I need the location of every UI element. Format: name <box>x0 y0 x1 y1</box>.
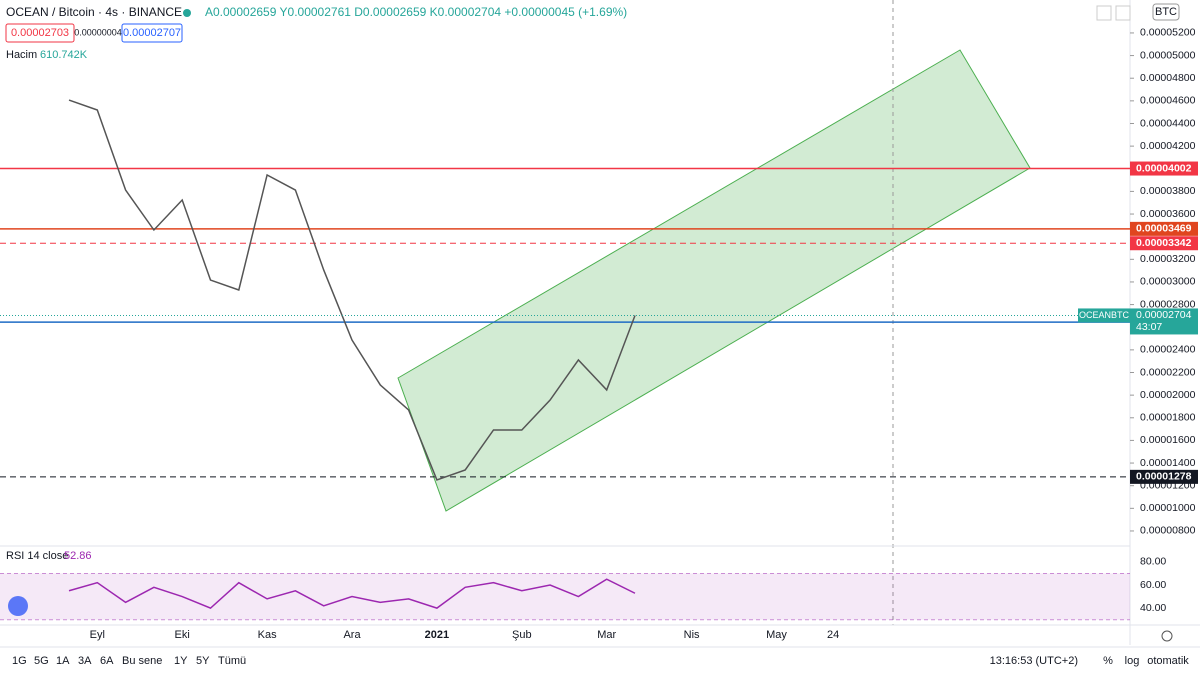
level-label-box <box>1130 161 1198 176</box>
y-tick-label: 0.00003000 <box>1140 276 1196 288</box>
level-label: 0.00003469 <box>1136 223 1192 235</box>
range-button[interactable]: 1A <box>56 655 70 667</box>
rsi-tick-label: 60.00 <box>1140 579 1166 591</box>
ask[interactable]: 0.00002707 <box>123 27 181 39</box>
y-tick-label: 0.00004200 <box>1140 140 1196 152</box>
x-tick-label: 24 <box>827 629 839 641</box>
status-dot <box>183 9 191 17</box>
level-label-box <box>1130 221 1198 236</box>
rsi-value: 52.86 <box>64 550 92 562</box>
range-button[interactable]: 3A <box>78 655 92 667</box>
bid[interactable]: 0.00002703 <box>11 27 69 39</box>
range-button[interactable]: 1Y <box>174 655 188 667</box>
rsi-band <box>0 573 1130 620</box>
clock: 13:16:53 (UTC+2) <box>990 655 1078 667</box>
scroll-button[interactable] <box>1096 5 1112 21</box>
x-tick-label: Mar <box>597 629 616 641</box>
countdown: 43:07 <box>1136 321 1162 333</box>
rsi-tick-label: 40.00 <box>1140 602 1166 614</box>
level-label-box <box>1130 469 1198 484</box>
x-tick-label: Şub <box>512 629 532 641</box>
y-tick-label: 0.00002000 <box>1140 389 1196 401</box>
currency[interactable]: BTC <box>1155 6 1177 18</box>
settings-icon[interactable] <box>1161 630 1173 642</box>
y-tick-label: 0.00001400 <box>1140 457 1196 469</box>
ohlc: A0.00002659 Y0.00002761 D0.00002659 K0.0… <box>205 5 627 19</box>
y-tick-label: 0.00003600 <box>1140 208 1196 220</box>
rsi-tick-label: 80.00 <box>1140 556 1166 568</box>
range-button[interactable]: 5G <box>34 655 49 667</box>
currency-box[interactable] <box>1152 3 1180 21</box>
logo[interactable] <box>8 596 28 616</box>
y-tick-label: 0.00002400 <box>1140 344 1196 356</box>
level-label-box <box>1130 236 1198 251</box>
y-tick-label: 0.00004600 <box>1140 95 1196 107</box>
level-label: 0.00004002 <box>1136 162 1192 174</box>
y-tick-label: 0.00002200 <box>1140 366 1196 378</box>
x-tick-label: May <box>766 629 787 641</box>
buy-box[interactable] <box>121 23 183 43</box>
sell-box[interactable] <box>5 23 75 43</box>
range-button[interactable]: 5Y <box>196 655 210 667</box>
range-button[interactable]: Tümü <box>218 655 246 667</box>
y-tick-label: 0.00005000 <box>1140 49 1196 61</box>
x-tick-label: Nis <box>684 629 700 641</box>
last-price-box <box>1130 308 1198 335</box>
auto-toggle[interactable]: otomatik <box>1147 655 1189 667</box>
price-line <box>68 99 636 481</box>
volume-value: 610.742K <box>40 49 88 61</box>
y-tick-label: 0.00003800 <box>1140 185 1196 197</box>
x-tick-label: Ara <box>343 629 361 641</box>
fullscreen-button[interactable] <box>1115 5 1131 21</box>
last-price: 0.00002704 <box>1136 309 1192 321</box>
y-tick-label: 0.00001000 <box>1140 502 1196 514</box>
x-tick-label: Eyl <box>90 629 105 641</box>
spread: 0.00000004 <box>74 27 122 37</box>
level-label: 0.00001278 <box>1136 471 1192 483</box>
range-button[interactable]: 1G <box>12 655 27 667</box>
y-tick-label: 0.00001600 <box>1140 434 1196 446</box>
level-label: 0.00003342 <box>1136 237 1192 249</box>
last-name: OCEANBTC <box>1079 310 1130 320</box>
y-tick-label: 0.00003200 <box>1140 253 1196 265</box>
x-tick-label: Kas <box>258 629 277 641</box>
percent-toggle[interactable]: % <box>1103 655 1113 667</box>
symbol[interactable]: OCEAN / Bitcoin · 4s · BINANCE <box>6 5 182 19</box>
range-button[interactable]: Bu sene <box>122 655 162 667</box>
rsi-line <box>68 578 636 609</box>
x-tick-label: 2021 <box>425 629 449 641</box>
x-tick-label: Eki <box>175 629 190 641</box>
log-toggle[interactable]: log <box>1125 655 1140 667</box>
range-buttons: 1G 5G 1A 3A 6A Bu sene 1Y 5Y Tümü <box>12 655 246 667</box>
range-button[interactable]: 6A <box>100 655 114 667</box>
last-name-box <box>1078 308 1130 323</box>
y-tick-label: 0.00005200 <box>1140 27 1196 39</box>
y-tick-label: 0.00004800 <box>1140 72 1196 84</box>
y-tick-label: 0.00002800 <box>1140 298 1196 310</box>
y-tick-label: 0.00004400 <box>1140 117 1196 129</box>
volume-label: Hacim <box>6 49 37 61</box>
rsi-label: RSI 14 close <box>6 550 68 562</box>
y-tick-label: 0.00000800 <box>1140 525 1196 537</box>
y-tick-label: 0.00001800 <box>1140 412 1196 424</box>
